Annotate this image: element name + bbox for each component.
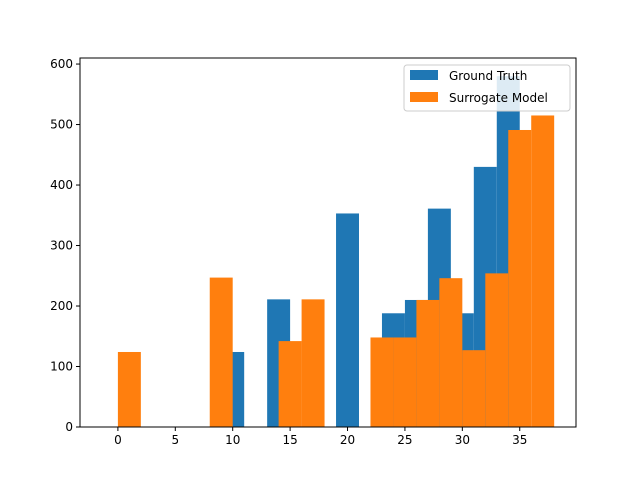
- x-tick-label: 10: [225, 433, 240, 447]
- surrogate-model-bar: [117, 351, 141, 427]
- surrogate-model-bar: [439, 278, 463, 427]
- surrogate-model-bar: [370, 337, 394, 427]
- surrogate-model-bar: [485, 273, 509, 427]
- surrogate-model-bar: [416, 299, 440, 427]
- legend-swatch: [410, 70, 438, 80]
- legend-label: Surrogate Model: [449, 91, 548, 105]
- x-tick-label: 15: [282, 433, 297, 447]
- y-tick-label: 0: [65, 420, 73, 434]
- y-tick-label: 600: [50, 57, 73, 71]
- surrogate-model-bar: [462, 350, 486, 427]
- legend: Ground Truth Surrogate Model: [403, 64, 571, 112]
- surrogate-model-bar: [278, 341, 302, 427]
- x-tick-label: 35: [512, 433, 527, 447]
- x-axis: 0 5 10 15 20 25 30 35: [114, 427, 527, 447]
- y-axis: 0 100 200 300 400 500 600: [50, 57, 80, 434]
- legend-swatch: [410, 92, 438, 102]
- y-tick-label: 100: [50, 360, 73, 374]
- x-tick-label: 25: [397, 433, 412, 447]
- surrogate-model-bar: [508, 129, 532, 428]
- bars-layer: [117, 76, 555, 428]
- y-tick-label: 200: [50, 299, 73, 313]
- y-tick-label: 500: [50, 118, 73, 132]
- ground-truth-bar: [336, 213, 359, 427]
- legend-label: Ground Truth: [449, 69, 527, 83]
- x-tick-label: 20: [340, 433, 355, 447]
- legend-box: [403, 64, 571, 112]
- surrogate-model-bar: [531, 115, 555, 427]
- x-tick-label: 30: [455, 433, 470, 447]
- surrogate-model-bar: [209, 277, 233, 427]
- y-tick-label: 400: [50, 178, 73, 192]
- plot-frame: [79, 57, 577, 428]
- surrogate-model-bar: [301, 299, 325, 427]
- y-tick-label: 300: [50, 239, 73, 253]
- surrogate-model-bar: [393, 337, 417, 427]
- x-tick-label: 5: [171, 433, 179, 447]
- x-tick-label: 0: [114, 433, 122, 447]
